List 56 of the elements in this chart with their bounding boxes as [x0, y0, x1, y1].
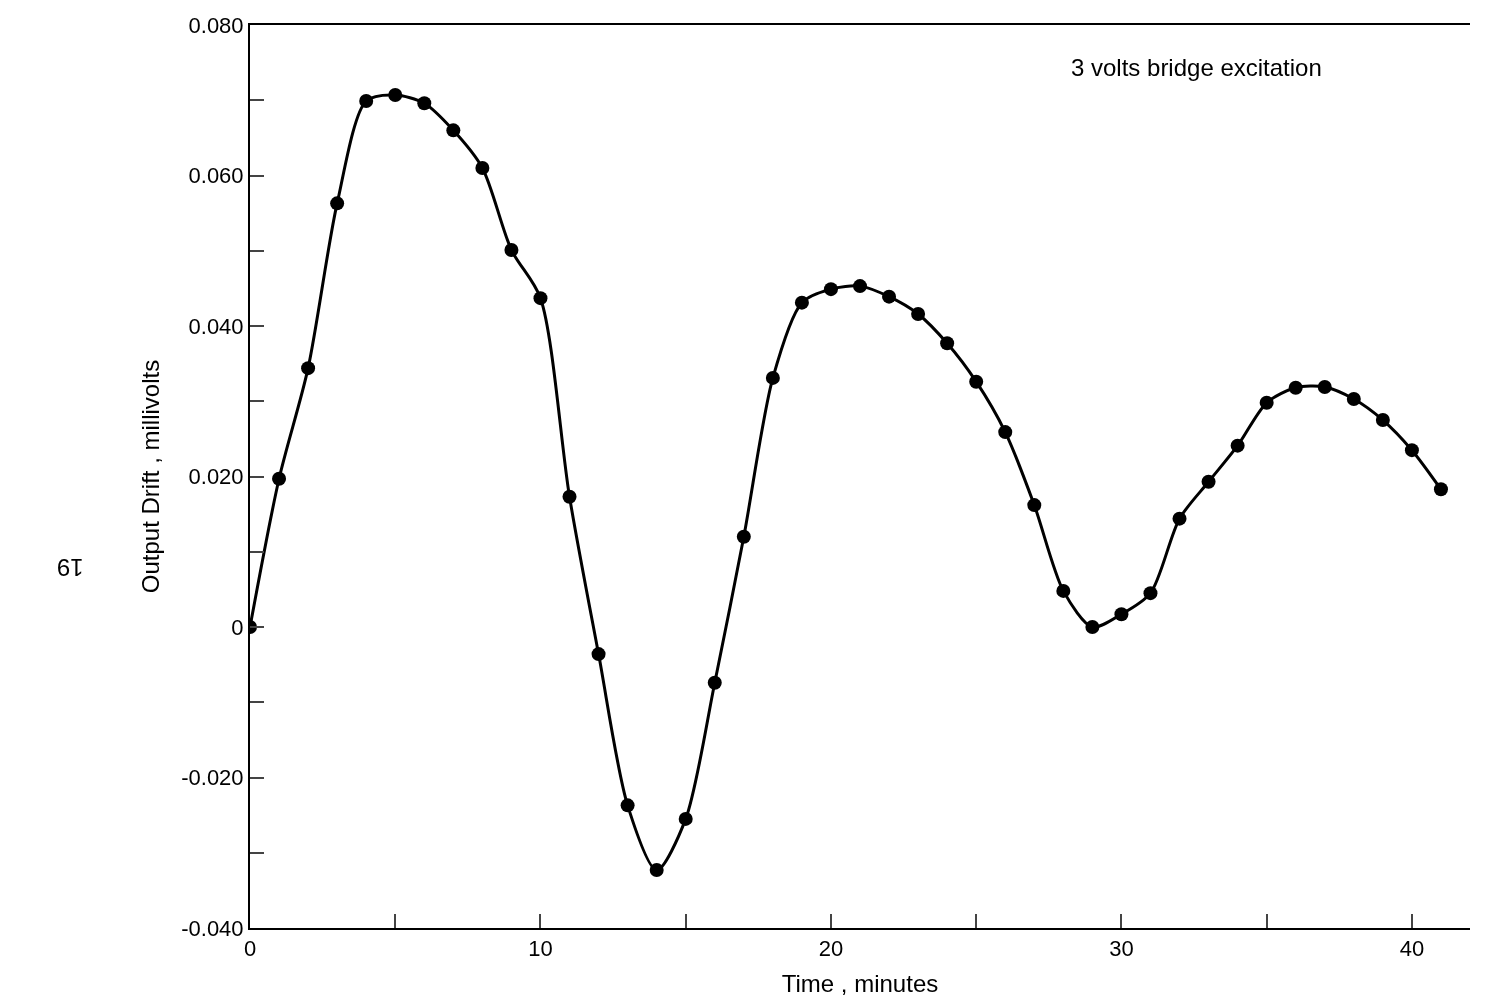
point	[359, 94, 374, 108]
annotation: 3 volts bridge excitation	[1071, 54, 1322, 81]
point	[1346, 391, 1361, 406]
point	[794, 295, 809, 310]
point	[504, 243, 519, 257]
y-tick-label: 0.060	[188, 163, 244, 189]
point	[649, 863, 664, 878]
point	[533, 291, 548, 306]
point	[1085, 620, 1100, 634]
text: 19	[56, 553, 84, 581]
y-tick-label: 0	[231, 614, 244, 640]
point	[882, 289, 897, 304]
point	[1114, 607, 1129, 622]
point	[1027, 498, 1042, 513]
point	[1259, 395, 1274, 410]
point	[1375, 413, 1390, 428]
point	[446, 123, 461, 138]
point	[272, 471, 287, 486]
point	[1143, 586, 1158, 601]
point	[853, 279, 867, 294]
point	[330, 196, 345, 211]
point	[969, 374, 984, 389]
x-tick-label: 30	[1109, 936, 1134, 962]
point	[620, 798, 635, 813]
point	[562, 489, 577, 504]
point	[940, 336, 955, 351]
point	[823, 282, 838, 297]
point	[475, 160, 490, 175]
point	[591, 647, 606, 662]
point	[911, 306, 926, 321]
y-tick-label: -0.020	[181, 765, 244, 791]
point	[1404, 443, 1419, 458]
y-tick-label: 0.020	[188, 464, 244, 490]
x-axis-title: Time , minutes	[781, 970, 939, 998]
point	[736, 529, 751, 544]
point	[1230, 438, 1245, 453]
point	[678, 811, 693, 826]
y-axis-title: Output Drift , millivolts	[136, 359, 164, 594]
point	[1172, 511, 1187, 526]
point	[765, 370, 780, 385]
point	[1317, 379, 1332, 394]
point	[707, 675, 722, 690]
point	[301, 361, 316, 376]
point	[1056, 583, 1071, 598]
y-tick-label: 0.080	[188, 12, 244, 38]
point	[388, 87, 403, 102]
point	[1433, 482, 1448, 497]
point	[1201, 474, 1216, 489]
point	[1288, 380, 1303, 395]
y-tick-label: -0.040	[181, 915, 244, 941]
point	[417, 96, 432, 111]
x-tick-label: 20	[818, 936, 844, 962]
y-tick-label: 0.040	[188, 313, 244, 339]
x-tick-label: 40	[1399, 936, 1425, 962]
x-tick-label: 10	[528, 936, 553, 962]
point	[998, 425, 1013, 440]
